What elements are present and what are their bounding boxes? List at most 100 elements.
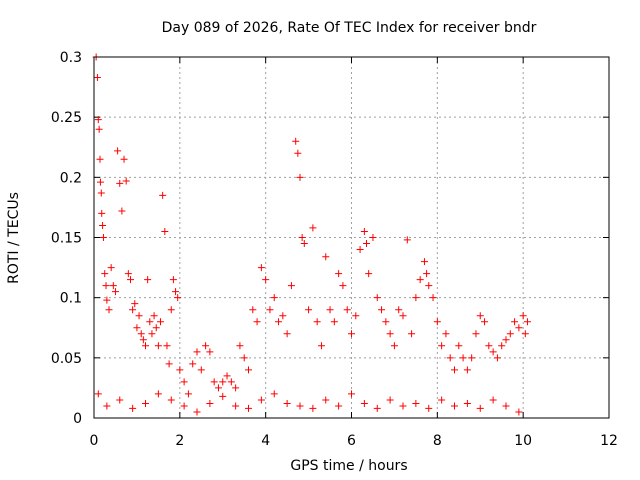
data-point: [142, 342, 149, 350]
data-point: [129, 404, 137, 412]
x-tick-label: 10: [514, 433, 532, 449]
data-point: [114, 147, 122, 155]
data-point: [360, 400, 368, 408]
data-point: [101, 270, 109, 278]
data-point: [180, 402, 188, 410]
data-point: [459, 354, 467, 362]
data-point: [159, 191, 167, 199]
data-point: [412, 294, 420, 302]
data-point: [472, 330, 480, 338]
data-point: [476, 312, 484, 320]
data-point: [343, 306, 351, 314]
data-point: [408, 330, 416, 338]
data-point: [348, 330, 355, 338]
data-point: [135, 312, 143, 320]
data-point: [403, 236, 411, 244]
data-point: [210, 378, 218, 386]
data-point: [232, 402, 240, 410]
data-point: [197, 366, 205, 374]
data-point: [275, 318, 283, 326]
data-point: [133, 324, 141, 332]
y-tick-label: 0.15: [51, 231, 82, 247]
data-point: [174, 294, 182, 302]
data-point: [292, 137, 300, 145]
data-point: [240, 354, 248, 362]
data-point: [262, 276, 270, 284]
data-point: [245, 366, 252, 374]
data-point: [429, 294, 437, 302]
data-point: [96, 155, 104, 163]
data-point: [326, 306, 334, 314]
data-point: [287, 282, 295, 290]
data-point: [163, 342, 171, 350]
data-point: [463, 400, 471, 408]
data-point: [103, 402, 111, 410]
data-point: [378, 306, 386, 314]
data-point: [294, 149, 302, 157]
axis-ticks: 0 2 4 6 8 10 12 0 0.05 0.1 0.15 0.2 0.25 0.3: [51, 50, 618, 449]
data-point: [523, 318, 531, 326]
data-point: [116, 396, 124, 404]
data-point: [369, 234, 377, 241]
y-tick-label: 0: [73, 411, 82, 427]
data-point: [161, 227, 169, 235]
x-tick-label: 6: [347, 433, 356, 449]
data-point: [360, 227, 368, 235]
x-axis-label: GPS time / hours: [290, 458, 407, 474]
data-point: [180, 378, 188, 386]
data-point: [356, 246, 364, 254]
data-point: [253, 318, 261, 326]
data-point: [266, 306, 274, 314]
data-point: [144, 276, 152, 284]
data-point: [102, 282, 110, 290]
data-point: [279, 312, 287, 320]
data-point: [365, 270, 373, 278]
data-point: [219, 378, 227, 386]
data-point: [335, 270, 343, 278]
data-point: [165, 360, 173, 368]
data-point: [111, 288, 119, 296]
data-point: [109, 282, 117, 290]
data-point: [390, 342, 398, 350]
data-point: [438, 342, 446, 350]
data-point: [425, 404, 433, 412]
data-points: [92, 53, 531, 416]
data-point: [257, 264, 265, 272]
data-point: [97, 189, 105, 197]
data-point: [283, 400, 291, 408]
data-point: [249, 306, 257, 314]
data-point: [363, 240, 371, 248]
data-point: [399, 402, 407, 410]
data-point: [154, 390, 162, 398]
data-point: [395, 306, 403, 314]
data-point: [330, 318, 338, 326]
data-point: [257, 396, 265, 404]
x-tick-label: 4: [261, 433, 270, 449]
data-point: [451, 366, 458, 374]
data-point: [184, 390, 192, 398]
chart-title: Day 089 of 2026, Rate Of TEC Index for r…: [162, 20, 537, 36]
data-point: [193, 408, 201, 416]
data-point: [493, 354, 501, 362]
data-point: [126, 276, 134, 284]
x-tick-label: 2: [175, 433, 184, 449]
data-point: [476, 404, 484, 412]
data-point: [298, 234, 306, 241]
data-point: [157, 318, 165, 326]
x-tick-label: 0: [90, 433, 99, 449]
data-point: [94, 116, 102, 124]
data-point: [99, 221, 107, 229]
y-tick-label: 0.3: [60, 50, 82, 66]
data-point: [412, 400, 420, 408]
data-point: [120, 155, 128, 163]
data-point: [313, 318, 321, 326]
data-point: [95, 125, 103, 133]
y-tick-label: 0.1: [60, 291, 82, 307]
data-point: [232, 384, 240, 392]
data-point: [152, 324, 160, 332]
data-point: [154, 342, 162, 350]
data-point: [172, 288, 180, 296]
data-point: [116, 179, 124, 187]
